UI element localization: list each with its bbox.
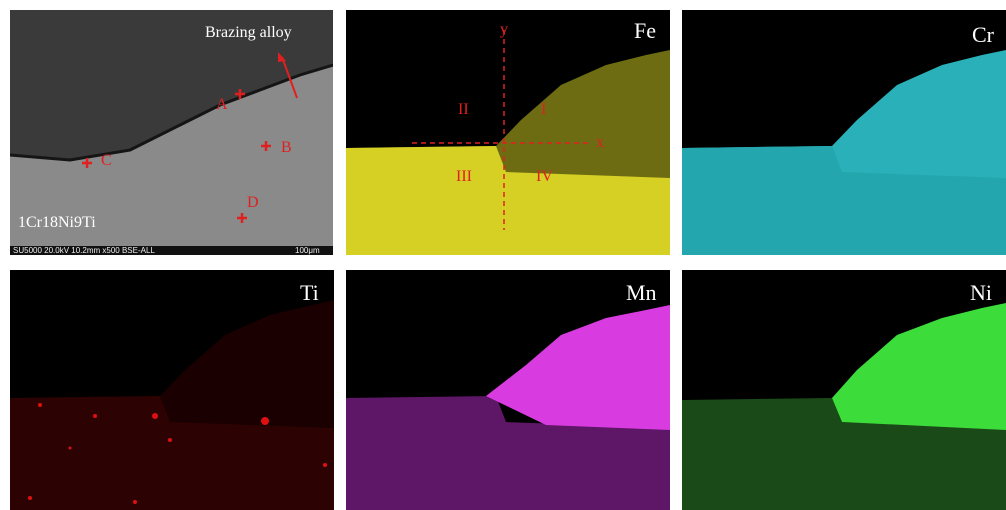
region-label: II bbox=[458, 101, 469, 118]
element-label: Mn bbox=[626, 280, 657, 305]
ni-panel: Ni bbox=[682, 270, 1006, 510]
figure: Brazing alloy A B C D 1Cr18Ni9Ti SU5000 … bbox=[0, 0, 1006, 510]
mn-panel: Mn bbox=[346, 270, 670, 510]
element-label: Cr bbox=[972, 22, 995, 47]
axis-label: x bbox=[596, 134, 604, 151]
element-label: Fe bbox=[634, 18, 656, 43]
region-label: I bbox=[541, 101, 546, 118]
point-label: C bbox=[101, 152, 112, 169]
ti-panel: Ti bbox=[10, 270, 334, 510]
sem-panel: Brazing alloy A B C D 1Cr18Ni9Ti SU5000 … bbox=[10, 10, 333, 255]
fe-panel: y x I II III IV Fe bbox=[346, 10, 670, 255]
point-label: D bbox=[247, 194, 259, 211]
cr-panel: Cr bbox=[682, 10, 1006, 255]
point-label: B bbox=[281, 139, 292, 156]
point-label: A bbox=[216, 96, 228, 113]
region-label: IV bbox=[536, 168, 553, 185]
element-label: Ti bbox=[300, 280, 319, 305]
instrument-info: SU5000 20.0kV 10.2mm x500 BSE-ALL bbox=[13, 246, 155, 255]
element-label: Ni bbox=[970, 280, 992, 305]
region-label: III bbox=[456, 168, 472, 185]
material-label: 1Cr18Ni9Ti bbox=[18, 214, 96, 231]
scale-label: 100μm bbox=[295, 246, 320, 255]
alloy-label: Brazing alloy bbox=[205, 24, 292, 41]
axis-label: y bbox=[500, 21, 508, 38]
